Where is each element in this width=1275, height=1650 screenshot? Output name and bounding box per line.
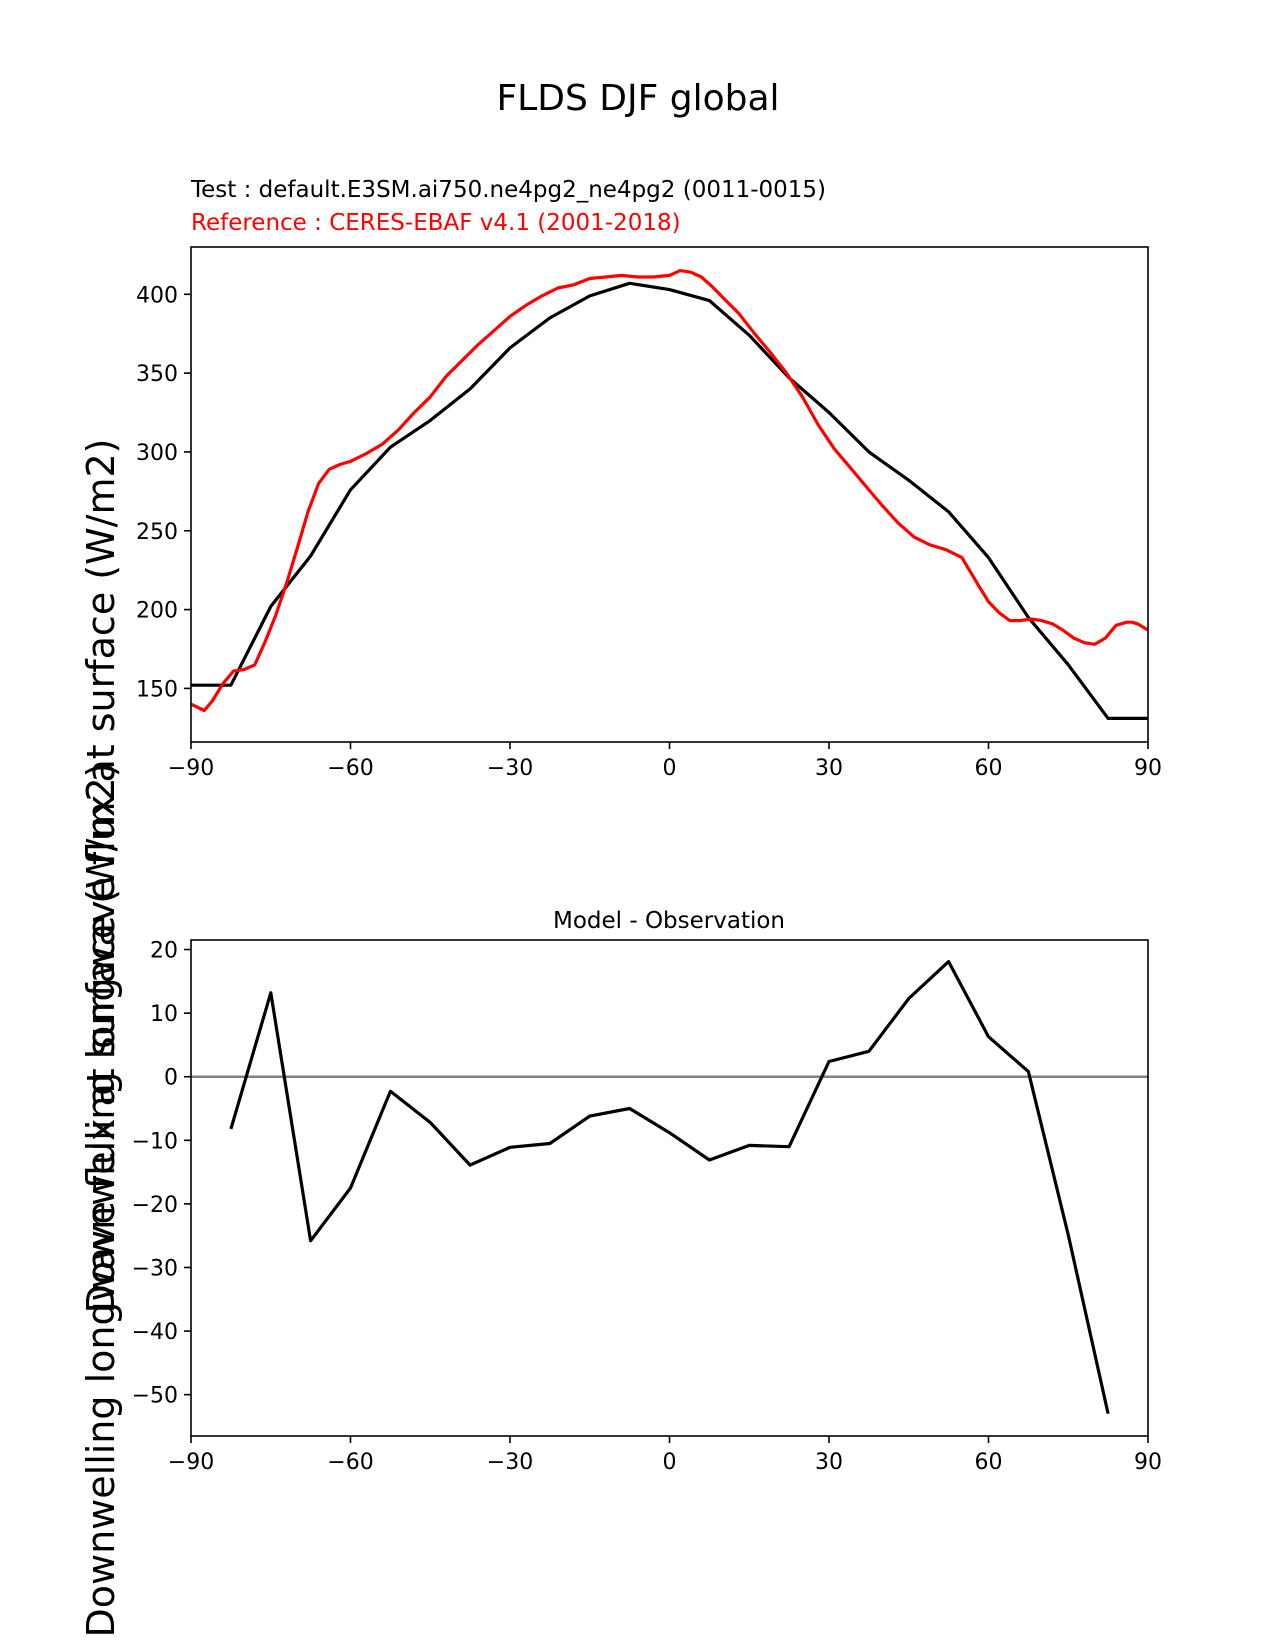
bottom-y-tick-label: −20 — [132, 1193, 178, 1218]
top-y-tick-label: 400 — [136, 283, 178, 308]
top-series-line-reference — [190, 269, 1149, 713]
bottom-y-tick-label: 0 — [164, 1066, 178, 1091]
top-x-tick-label: 0 — [663, 756, 677, 781]
top-panel: Test : default.E3SM.ai750.ne4pg2_ne4pg2 … — [79, 177, 1162, 1314]
bottom-x-tick-label: −90 — [168, 1450, 214, 1475]
top-y-tick-label: 250 — [136, 520, 178, 545]
bottom-panel: Model - Observation Downwelling longwave… — [79, 762, 1162, 1637]
bottom-y-tick-label: 20 — [150, 939, 178, 964]
bottom-x-tick-label: 30 — [815, 1450, 843, 1475]
top-x-tick-label: 90 — [1134, 756, 1162, 781]
bottom-series-line-difference — [229, 959, 1110, 1415]
top-series-line-test — [191, 281, 1148, 721]
top-y-tick-label: 150 — [136, 677, 178, 702]
figure-suptitle: FLDS DJF global — [496, 78, 779, 119]
top-x-tick-label: 60 — [975, 756, 1003, 781]
top-y-tick-label: 350 — [136, 362, 178, 387]
bottom-x-tick-label: 0 — [663, 1450, 677, 1475]
bottom-x-tick-label: −60 — [327, 1450, 373, 1475]
top-y-tick-label: 300 — [136, 441, 178, 466]
bottom-y-tick-label: 10 — [150, 1002, 178, 1027]
bottom-y-tick-label: −30 — [132, 1256, 178, 1281]
bottom-x-tick-label: 90 — [1134, 1450, 1162, 1475]
top-x-tick-label: 30 — [815, 756, 843, 781]
bottom-y-tick-label: −40 — [132, 1320, 178, 1345]
reference-title: Reference : CERES-EBAF v4.1 (2001-2018) — [191, 210, 681, 236]
bottom-x-tick-label: −30 — [487, 1450, 533, 1475]
bottom-x-tick-label: 60 — [975, 1450, 1003, 1475]
bottom-y-axis-label: Downwelling longwave flux at surface (W/… — [79, 762, 123, 1637]
top-x-tick-label: −30 — [487, 756, 533, 781]
bottom-y-tick-label: −10 — [132, 1129, 178, 1154]
top-x-tick-label: −60 — [327, 756, 373, 781]
bottom-y-tick-label: −50 — [132, 1384, 178, 1409]
difference-title: Model - Observation — [553, 908, 785, 934]
top-y-axis-label: Downwelling longwave flux at surface (W/… — [79, 438, 123, 1313]
test-title: Test : default.E3SM.ai750.ne4pg2_ne4pg2 … — [190, 177, 826, 203]
top-y-tick-label: 200 — [136, 599, 178, 624]
top-x-tick-label: −90 — [168, 756, 214, 781]
